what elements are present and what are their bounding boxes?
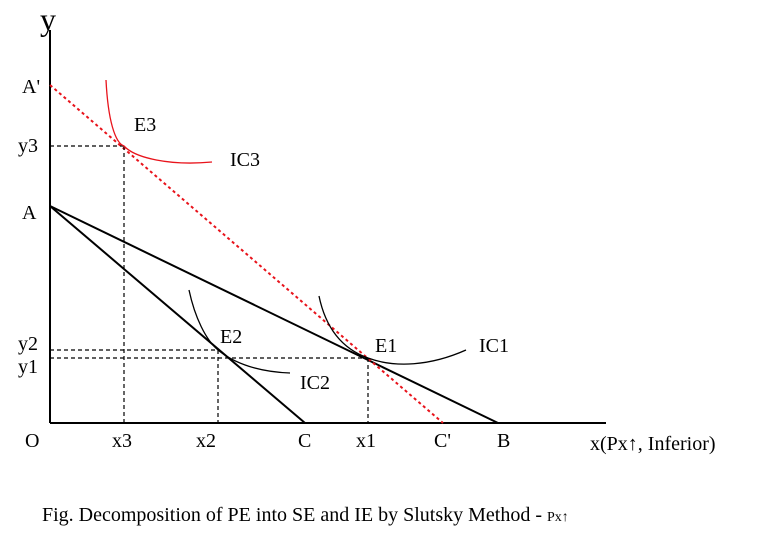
budget-line-AC: [49, 205, 306, 424]
point-label-E1: E1: [375, 335, 397, 357]
label-C: C: [298, 430, 311, 452]
label-y3: y3: [18, 135, 38, 157]
label-x2: x2: [196, 430, 216, 452]
curve-label-IC2: IC2: [300, 372, 330, 394]
indifference-curve-IC1: [318, 295, 467, 365]
label-x1: x1: [356, 430, 376, 452]
point-label-E3: E3: [134, 114, 156, 136]
indifference-curve-IC2: [188, 289, 291, 374]
label-x3: x3: [112, 430, 132, 452]
label-y1: y1: [18, 356, 38, 378]
label-C-prime: C': [434, 430, 451, 452]
label-A: A: [22, 202, 37, 224]
budget-line-AB: [49, 205, 499, 424]
figure-caption: Fig. Decomposition of PE into SE and IE …: [42, 504, 569, 526]
indifference-curve-IC3: [105, 79, 213, 164]
curve-label-IC1: IC1: [479, 335, 509, 357]
label-B: B: [497, 430, 510, 452]
point-label-E2: E2: [220, 326, 242, 348]
label-A-prime: A': [22, 76, 40, 98]
curve-label-IC3: IC3: [230, 149, 260, 171]
compensated-budget-line-A-prime-C-prime: [49, 84, 444, 424]
guide-lines: [50, 145, 369, 423]
caption-main: Fig. Decomposition of PE into SE and IE …: [42, 504, 547, 526]
y-axis-label: y: [40, 1, 56, 37]
x-axis-label: x(Px↑, Inferior): [590, 433, 716, 455]
caption-suffix: Px↑: [547, 510, 569, 525]
label-y2: y2: [18, 333, 38, 355]
origin-label: O: [25, 430, 39, 452]
